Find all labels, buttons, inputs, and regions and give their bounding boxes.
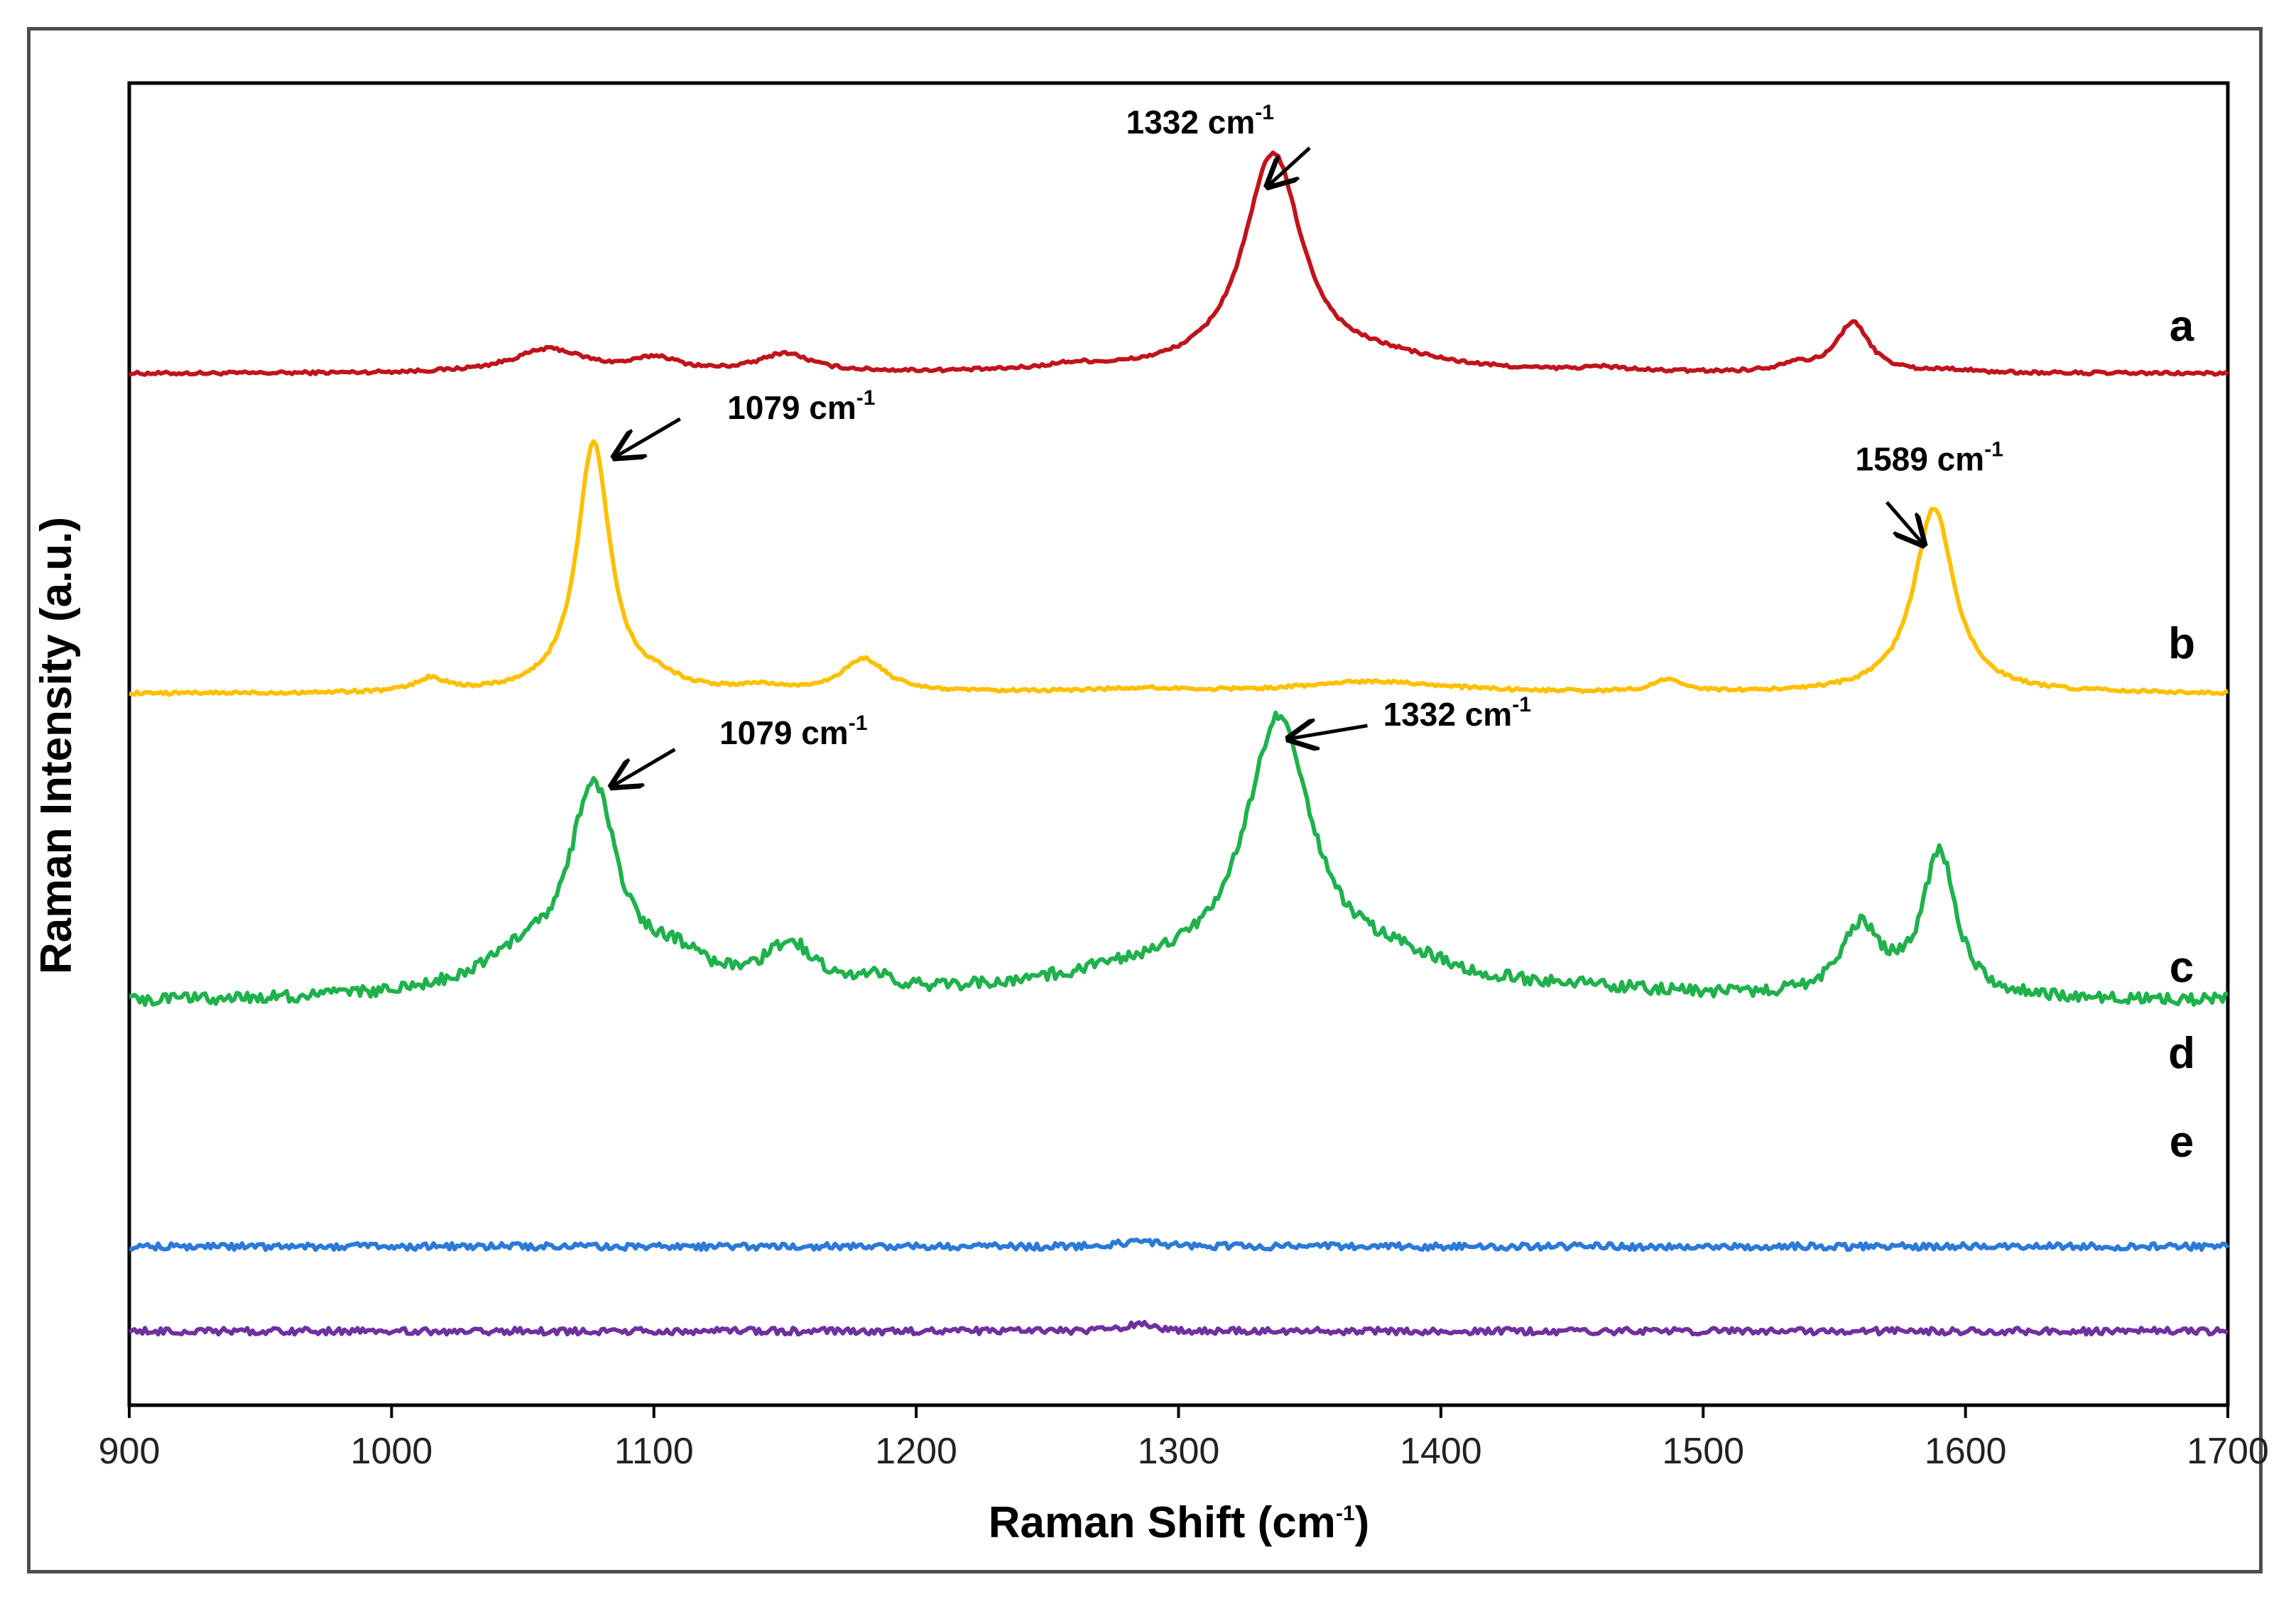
series-c-line (129, 710, 2229, 1008)
x-tick-label: 900 (99, 1431, 160, 1472)
series-labels: a b cde (2168, 302, 2195, 1167)
series-layer (128, 150, 2230, 1337)
series-d-line (129, 1237, 2230, 1253)
x-tick-label: 1400 (1400, 1431, 1482, 1472)
annotation-arrow (614, 417, 681, 457)
x-tick-label: 1100 (614, 1431, 694, 1472)
annotation-arrow (612, 748, 676, 786)
series-label-e: e (2170, 1118, 2194, 1167)
peak-annotation-label: 1079 cm-1 (719, 711, 867, 751)
series-a-line (128, 150, 2229, 377)
x-axis-ticks: 900 1000 1100 1200 1300 1400 1500 1600 1700 (99, 1405, 2269, 1472)
peak-annotations: 1332 cm-1 1079 cm-1 1589 cm-1 1079 cm-1 1332… (612, 101, 2003, 787)
x-tick-label: 1200 (875, 1431, 957, 1472)
series-label-c: c (2170, 943, 2194, 992)
series-label-d: d (2168, 1029, 2195, 1078)
peak-annotation-label: 1589 cm-1 (1855, 438, 2003, 478)
series-b-line (129, 439, 2229, 697)
series-e-line (128, 1319, 2229, 1337)
x-tick-label: 1500 (1662, 1431, 1744, 1472)
x-tick-label: 1000 (351, 1431, 433, 1472)
x-tick-label: 1700 (2187, 1431, 2269, 1472)
series-label-a: a (2170, 302, 2194, 351)
peak-annotation-label: 1079 cm-1 (727, 386, 875, 426)
series-label-b: b (2168, 619, 2195, 668)
annotation-arrow (1885, 501, 1924, 545)
plot-area (127, 81, 2230, 1407)
x-tick-label: 1600 (1925, 1431, 2007, 1472)
x-tick-label: 1300 (1138, 1431, 1220, 1472)
annotation-arrow (1268, 146, 1311, 186)
peak-annotation-label: 1332 cm-1 (1383, 693, 1531, 733)
x-axis-title: Raman Shift (cm-1) (989, 1498, 1370, 1547)
annotation-arrow (1289, 726, 1368, 739)
peak-annotation-label: 1332 cm-1 (1126, 101, 1274, 141)
y-axis-title: Raman Intensity (a.u.) (32, 517, 81, 974)
